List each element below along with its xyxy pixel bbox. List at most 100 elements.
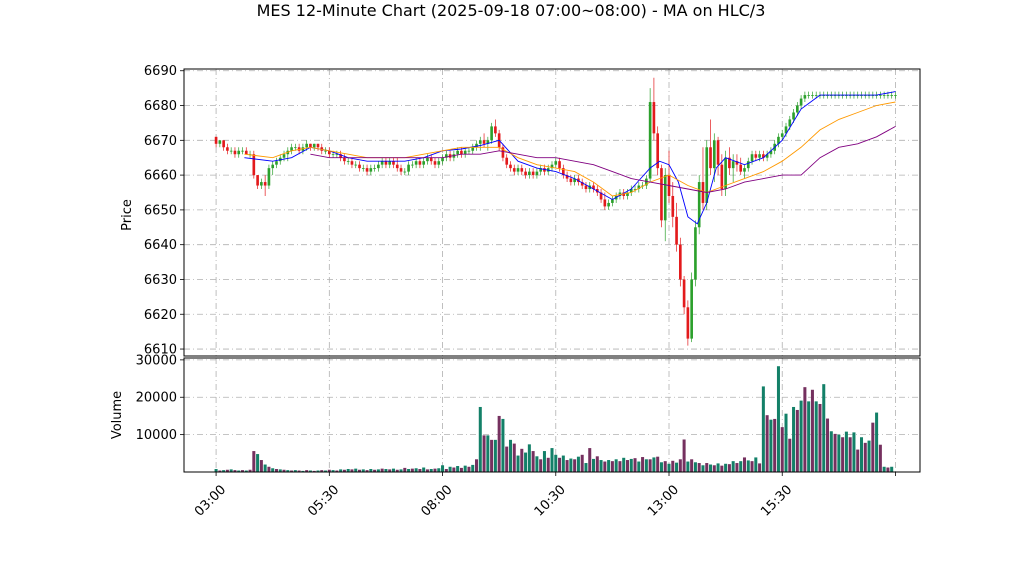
moving-averages: [244, 91, 896, 225]
moving-average-line-1: [244, 91, 896, 225]
candle-body: [686, 307, 690, 339]
candle-body: [728, 157, 731, 169]
volume-bar: [558, 457, 562, 472]
volume-bar: [690, 459, 694, 472]
volume-bar: [225, 469, 229, 472]
volume-bar: [342, 469, 346, 472]
candle-body: [784, 126, 788, 134]
volume-bar: [493, 439, 497, 472]
x-tick-label: 13:00: [645, 482, 682, 519]
volume-bar: [448, 466, 452, 472]
price-y-tick-label: 6630: [144, 273, 177, 288]
volume-bar: [671, 460, 675, 472]
volume-bar: [505, 446, 509, 472]
volume-bar: [414, 468, 418, 472]
volume-bar: [584, 463, 588, 472]
x-tick-label: 03:00: [192, 482, 229, 519]
candle-body: [361, 168, 365, 169]
volume-bar: [546, 457, 550, 472]
candle-body: [241, 150, 244, 152]
volume-bar: [561, 455, 565, 472]
volume-bar: [852, 432, 856, 472]
volume-bar: [765, 415, 769, 472]
volume-bar: [373, 469, 377, 472]
volume-bar: [463, 465, 467, 472]
volume-bar: [550, 448, 554, 472]
volume-bar: [595, 456, 599, 472]
candle-body: [305, 143, 308, 148]
candle-body: [275, 161, 278, 165]
candle-body: [471, 147, 475, 151]
volume-bar: [750, 461, 754, 472]
volume-bar: [686, 461, 690, 472]
volume-bar: [490, 439, 494, 472]
volume-bar: [508, 439, 512, 472]
volume-bar: [844, 431, 848, 472]
candle-body: [720, 164, 724, 190]
candle-body: [660, 168, 663, 221]
volume-bar: [418, 469, 422, 472]
volume-bar: [856, 449, 860, 472]
candle-body: [271, 164, 275, 169]
volume-bar: [784, 413, 788, 472]
candle-body: [580, 182, 584, 186]
volume-bar: [486, 435, 490, 472]
volume-bar: [833, 433, 837, 472]
volume-bar: [814, 401, 818, 472]
volume-bar: [810, 389, 814, 472]
candle-body: [626, 192, 629, 196]
volume-bar: [554, 454, 558, 472]
candle-body: [705, 147, 709, 203]
candle-body: [701, 182, 705, 203]
candle-body: [894, 95, 897, 96]
candle-body: [886, 95, 890, 96]
candle-body: [739, 164, 743, 172]
volume-bars: [214, 366, 894, 472]
candle-body: [675, 216, 678, 245]
candle-body: [569, 178, 573, 183]
volume-bar: [822, 384, 826, 472]
volume-bar: [841, 437, 845, 472]
volume-bar: [331, 470, 335, 472]
candle-body: [550, 164, 554, 169]
candle-body: [709, 147, 712, 169]
volume-bar: [437, 468, 441, 472]
candle-body: [214, 136, 218, 144]
candle-body: [611, 199, 614, 203]
candle-body: [429, 157, 433, 162]
candle-body: [490, 126, 493, 141]
candle-body: [399, 168, 403, 172]
candle-body: [750, 154, 754, 162]
volume-bar: [384, 469, 388, 472]
volume-bar: [754, 457, 758, 472]
volume-bar: [878, 444, 882, 472]
grid-layer: [184, 69, 920, 472]
candle-body: [501, 147, 505, 158]
candle-body: [607, 202, 610, 207]
moving-average-line-3: [310, 126, 896, 193]
volume-bar: [233, 470, 237, 472]
volume-bar: [214, 469, 218, 472]
volume-bar: [297, 470, 301, 472]
candle-body: [346, 161, 350, 162]
volume-bar: [644, 459, 648, 472]
volume-bar: [742, 457, 747, 472]
volume-bar: [259, 460, 263, 472]
volume-bar: [478, 406, 482, 472]
price-y-tick-label: 6640: [144, 238, 177, 253]
candle-body: [267, 168, 271, 186]
volume-bar: [218, 470, 222, 472]
candle-body: [444, 154, 448, 158]
volume-bar: [324, 470, 328, 472]
candle-body: [463, 150, 467, 155]
volume-bar: [629, 458, 633, 472]
volume-bar: [346, 469, 350, 472]
candle-body: [354, 164, 358, 166]
candle-body: [512, 168, 516, 172]
candle-body: [244, 150, 248, 155]
volume-bar: [761, 386, 765, 472]
volume-bar: [709, 464, 713, 472]
volume-bar: [720, 465, 724, 472]
candle-body: [882, 95, 886, 96]
candle-body: [392, 161, 395, 165]
